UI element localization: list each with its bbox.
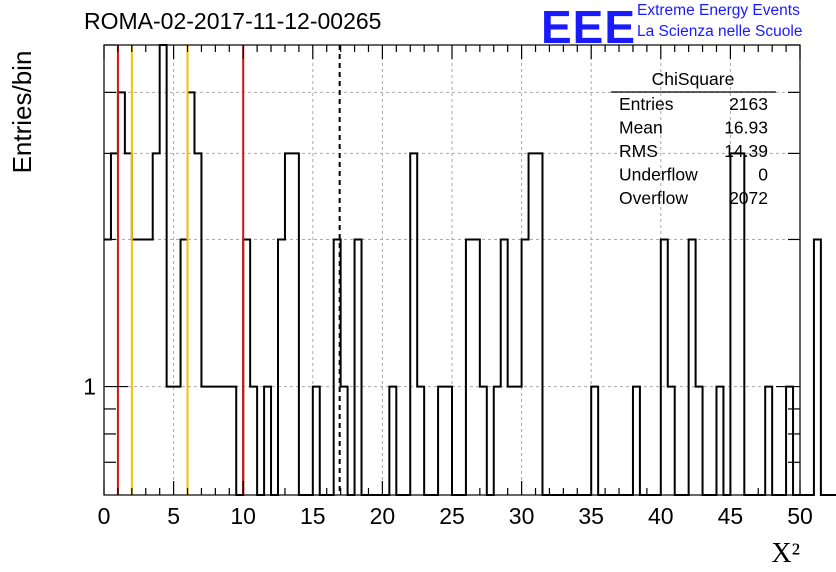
logo-line-1: Extreme Energy Events bbox=[637, 2, 800, 19]
x-tick-label: 35 bbox=[578, 503, 604, 529]
x-tick-label: 10 bbox=[230, 503, 256, 529]
x-tick-label: 0 bbox=[98, 503, 111, 529]
logo-line-2: La Scienza nelle Scuole bbox=[637, 23, 803, 40]
x-axis-label: X² bbox=[771, 538, 800, 569]
x-tick-label: 30 bbox=[509, 503, 535, 529]
chart-title: ROMA-02-2017-11-12-00265 bbox=[84, 8, 382, 34]
x-tick-label: 5 bbox=[167, 503, 180, 529]
x-tick-label: 20 bbox=[370, 503, 396, 529]
eee-logo: EEE bbox=[541, 1, 637, 53]
x-tick-labels: 0 5 10 15 20 25 30 35 40 45 50 bbox=[98, 503, 813, 529]
x-tick-label: 45 bbox=[718, 503, 744, 529]
stats-box-name: ChiSquare bbox=[652, 69, 735, 89]
stats-value: 16.93 bbox=[724, 118, 768, 138]
stats-value: 14.39 bbox=[724, 141, 768, 161]
stats-label: RMS bbox=[619, 141, 658, 161]
x-tick-label: 40 bbox=[648, 503, 674, 529]
y-tick-label: 1 bbox=[83, 374, 96, 400]
x-tick-label: 50 bbox=[787, 503, 813, 529]
stats-label: Overflow bbox=[619, 188, 688, 208]
stats-value: 2163 bbox=[729, 94, 768, 114]
y-tick-labels: 1 bbox=[83, 374, 96, 400]
stats-box: ChiSquare Entries 2163 Mean 16.93 RMS 14.39 Un… bbox=[611, 69, 776, 208]
stats-value: 0 bbox=[758, 165, 768, 185]
axis-ticks bbox=[103, 44, 801, 495]
stats-value: 2072 bbox=[729, 188, 768, 208]
x-tick-label: 25 bbox=[439, 503, 465, 529]
reference-lines bbox=[116, 45, 341, 495]
stats-label: Entries bbox=[619, 94, 674, 114]
stats-label: Underflow bbox=[619, 165, 698, 185]
stats-label: Mean bbox=[619, 118, 663, 138]
histogram bbox=[104, 44, 836, 496]
y-axis-label: Entries/bin bbox=[7, 51, 37, 174]
x-tick-label: 15 bbox=[300, 503, 326, 529]
histogram-outline bbox=[104, 44, 836, 496]
stats-rows: Entries 2163 Mean 16.93 RMS 14.39 Underflow 0 Ov… bbox=[619, 94, 768, 208]
